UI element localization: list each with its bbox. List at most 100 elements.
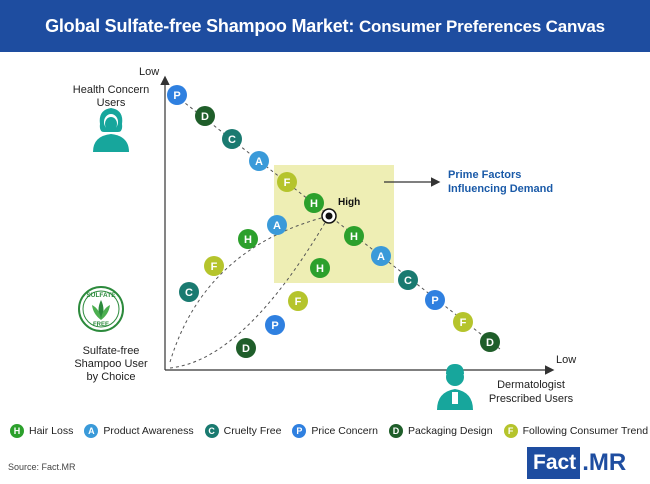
diagonal-marker-circle — [425, 290, 445, 310]
legend-label: Price Concern — [311, 425, 378, 437]
sulfate-users-label-3: by Choice — [87, 371, 136, 383]
legend-label: Following Consumer Trend — [522, 425, 649, 437]
upper-marker-h: H — [238, 229, 258, 249]
factor-markers: P D C A F H H A C P F D D P F H C F H A — [167, 85, 500, 358]
upper-marker-circle — [179, 282, 199, 302]
title-main: Global Sulfate-free Shampoo Market: — [45, 15, 355, 36]
upper-marker-letter: A — [273, 220, 281, 232]
diagonal-marker-circle — [371, 246, 391, 266]
diagonal-marker-letter: H — [310, 198, 318, 210]
health-users-label-1: Health Concern — [73, 84, 149, 96]
upper-marker-letter: H — [244, 234, 252, 246]
badge-text-bottom: FREE — [93, 322, 109, 328]
diagonal-marker-a: A — [371, 246, 391, 266]
legend-item: H Hair Loss — [10, 424, 73, 438]
source-note: Source: Fact.MR — [8, 462, 76, 472]
lower-marker-d: D — [236, 338, 256, 358]
lower-marker-h: H — [310, 258, 330, 278]
lower-marker-p: P — [265, 315, 285, 335]
upper-marker-circle — [238, 229, 258, 249]
prime-factors-label-2: Influencing Demand — [448, 183, 553, 195]
diagonal-marker-h: H — [344, 226, 364, 246]
diagonal-marker-letter: D — [486, 337, 494, 349]
legend-item: P Price Concern — [292, 424, 378, 438]
legend-item: A Product Awareness — [84, 424, 194, 438]
title-sub: Consumer Preferences Canvas — [358, 16, 605, 36]
page-title: Global Sulfate-free Shampoo Market: Cons… — [45, 16, 605, 37]
factmr-logo: Fact .MR — [527, 446, 647, 480]
derm-users-label-1: Dermatologist — [497, 379, 565, 391]
diagonal-marker-h: H — [304, 193, 324, 213]
diagonal-marker-circle — [398, 270, 418, 290]
legend-dot: P — [292, 424, 307, 438]
diagonal-marker-circle — [222, 129, 242, 149]
legend-label: Product Awareness — [103, 425, 194, 437]
diagonal-marker-circle — [480, 332, 500, 352]
upper-marker-circle — [267, 215, 287, 235]
legend-label: Hair Loss — [29, 425, 74, 437]
y-axis-low-label: Low — [139, 66, 159, 78]
diagonal-marker-f: F — [453, 312, 473, 332]
sulfate-users-label-2: Shampoo User — [74, 358, 148, 370]
badge-text-top: SULFATE — [86, 292, 116, 299]
lower-marker-circle — [236, 338, 256, 358]
legend-dot: C — [204, 424, 219, 438]
legend-dot: A — [84, 424, 99, 438]
diagonal-marker-letter: H — [350, 231, 358, 243]
diagonal-marker-a: A — [249, 151, 269, 171]
lower-marker-letter: F — [295, 296, 302, 308]
lower-marker-letter: D — [242, 343, 250, 355]
legend-dot: H — [10, 424, 24, 438]
header-bar: Global Sulfate-free Shampoo Market: Cons… — [0, 0, 650, 52]
dermatologist-icon — [437, 364, 473, 410]
upper-marker-a: A — [267, 215, 287, 235]
logo-mr: .MR — [582, 449, 627, 476]
diagonal-marker-circle — [344, 226, 364, 246]
legend-label: Packaging Design — [407, 425, 493, 437]
diagonal-marker-d: D — [480, 332, 500, 352]
upper-marker-letter: F — [211, 261, 218, 273]
diagonal-marker-p: P — [167, 85, 187, 105]
lower-marker-f: F — [288, 291, 308, 311]
diagonal-marker-letter: C — [228, 134, 236, 146]
legend-item: D Packaging Design — [388, 424, 493, 438]
diagonal-marker-letter: A — [255, 156, 263, 168]
preferences-canvas: Low Low Prime Factors Influencing Demand… — [73, 66, 576, 410]
diagonal-marker-letter: P — [431, 295, 438, 307]
upper-marker-f: F — [204, 256, 224, 276]
diagonal-marker-circle — [277, 172, 297, 192]
x-axis-low-label: Low — [556, 354, 576, 366]
high-point-inner — [325, 212, 333, 220]
diagonal-marker-c: C — [398, 270, 418, 290]
diagonal-marker-letter: F — [460, 317, 467, 329]
diagonal-marker-letter: C — [404, 275, 412, 287]
diagonal-marker-p: P — [425, 290, 445, 310]
legend-dot: F — [503, 424, 518, 438]
diagonal-marker-circle — [167, 85, 187, 105]
lower-marker-circle — [310, 258, 330, 278]
legend: H Hair Loss A Product Awareness C Cruelty Fre… — [10, 424, 650, 438]
diagonal-marker-d: D — [195, 106, 215, 126]
diagonal-marker-letter: F — [284, 177, 291, 189]
lower-marker-letter: H — [316, 263, 324, 275]
diagonal-marker-circle — [195, 106, 215, 126]
diagonal-marker-circle — [453, 312, 473, 332]
diagonal-marker-c: C — [222, 129, 242, 149]
diagonal-marker-circle — [304, 193, 324, 213]
legend-dot: D — [388, 424, 403, 438]
upper-marker-letter: C — [185, 287, 193, 299]
lower-marker-circle — [265, 315, 285, 335]
high-label: High — [338, 197, 360, 208]
sulfate-free-badge-icon — [78, 286, 124, 332]
legend-item: F Following Consumer Trend — [503, 424, 649, 438]
upper-marker-c: C — [179, 282, 199, 302]
diagonal-marker-circle — [249, 151, 269, 171]
diagonal-marker-letter: A — [377, 251, 385, 263]
diagonal-marker-f: F — [277, 172, 297, 192]
legend-item: C Cruelty Free — [204, 424, 281, 438]
lower-marker-letter: P — [271, 320, 278, 332]
sulfate-users-label-1: Sulfate-free — [83, 345, 140, 357]
female-user-icon — [93, 108, 129, 152]
upper-marker-circle — [204, 256, 224, 276]
lower-curve — [169, 215, 330, 369]
